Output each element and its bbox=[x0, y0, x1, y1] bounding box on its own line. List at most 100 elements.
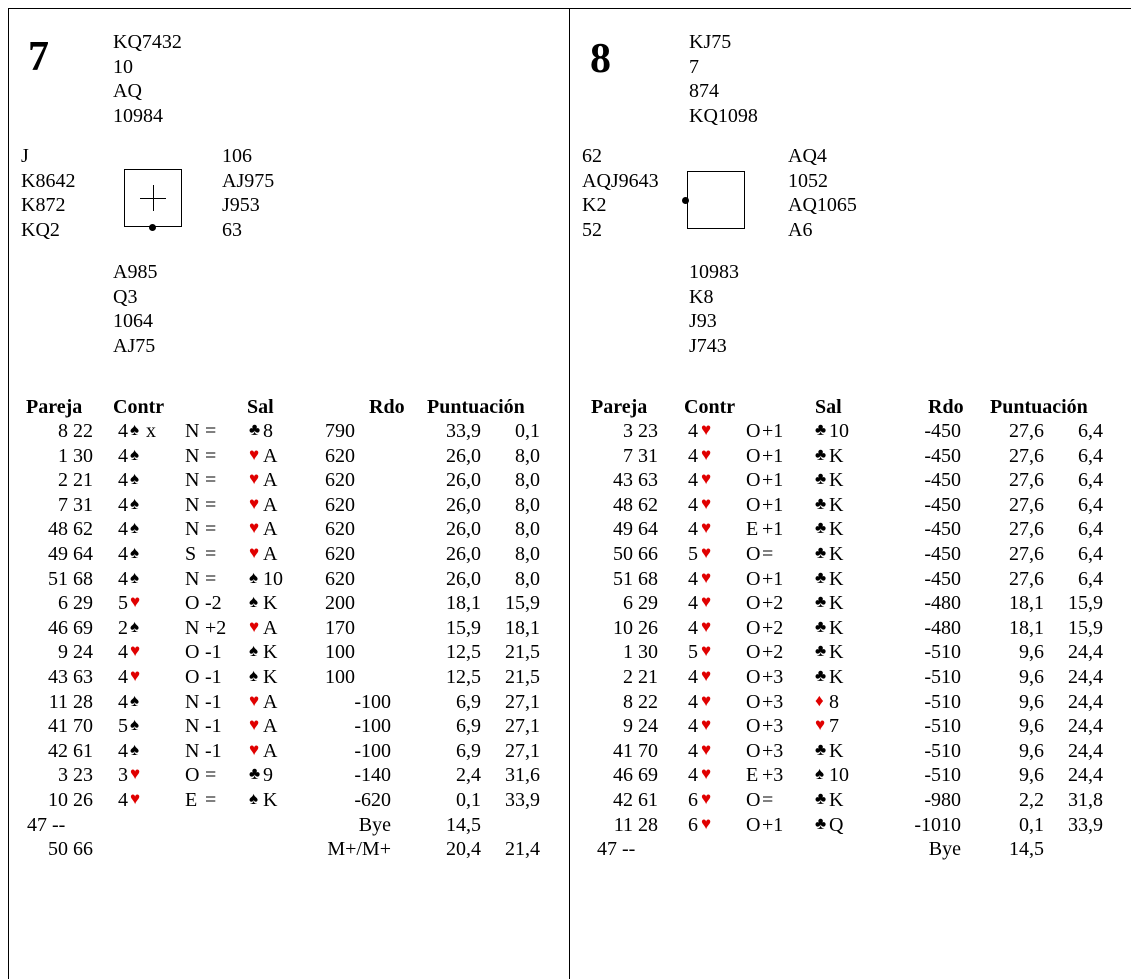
points-ns: 27,6 bbox=[1009, 420, 1044, 442]
result-tricks: = bbox=[205, 493, 217, 516]
result-tricks: -1 bbox=[205, 739, 222, 762]
contract-suit: ♥ bbox=[130, 764, 141, 784]
board-divider bbox=[569, 8, 570, 979]
pair-cell: 48 62 bbox=[613, 493, 658, 516]
lead-card: K bbox=[829, 666, 844, 688]
pair-cell: 41 70 bbox=[48, 715, 93, 738]
contract-level: 4 bbox=[118, 789, 128, 811]
board-8: 8 KJ75 7 874 KQ1098 62 AQJ9643 K2 52 AQ4… bbox=[570, 8, 1131, 979]
points-ew: 24,4 bbox=[1068, 666, 1103, 688]
lead-card: K bbox=[829, 469, 844, 492]
score-cell: -510 bbox=[924, 666, 961, 688]
score-cell: -100 bbox=[354, 715, 391, 738]
score-cell: 620 bbox=[325, 444, 355, 467]
east-spades: 106 bbox=[222, 145, 252, 167]
points-ns: 26,0 bbox=[446, 518, 481, 541]
west-hand: 62 AQJ9643 K2 52 bbox=[582, 144, 659, 242]
south-diamonds: J93 bbox=[689, 310, 717, 333]
lead-suit: ♠ bbox=[249, 567, 259, 587]
board-number: 7 bbox=[28, 34, 49, 80]
contract-level: 4 bbox=[688, 764, 698, 787]
points-ns: 12,5 bbox=[446, 666, 481, 688]
pair-cell: 41 70 bbox=[613, 739, 658, 762]
declarer: E bbox=[746, 764, 759, 787]
table-row: 2 21 4 ♥ O +3 ♣ K -510 9,6 24,4 bbox=[570, 666, 1131, 691]
pair-cell: 2 21 bbox=[623, 666, 658, 688]
score-cell: -620 bbox=[354, 789, 391, 811]
table-row: 48 62 4 ♥ O +1 ♣ K -450 27,6 6,4 bbox=[570, 494, 1131, 519]
points-ns: 15,9 bbox=[446, 616, 481, 639]
points-ns: 6,9 bbox=[456, 690, 481, 713]
declarer: O bbox=[746, 739, 761, 762]
points-ew: 6,4 bbox=[1078, 493, 1103, 516]
table-row: 8 22 4 ♠ x N = ♣ 8 790 33,9 0,1 bbox=[9, 420, 569, 445]
contract-level: 4 bbox=[688, 616, 698, 639]
contract-suit: ♥ bbox=[130, 666, 141, 685]
declarer: O bbox=[746, 715, 761, 738]
table-row: 9 24 4 ♥ O -1 ♠ K 100 12,5 21,5 bbox=[9, 641, 569, 666]
lead-card: 7 bbox=[829, 715, 839, 738]
header-sal: Sal bbox=[815, 396, 842, 418]
pair-cell: 9 24 bbox=[623, 715, 658, 738]
points-ew: 27,1 bbox=[505, 690, 540, 713]
north-diamonds: AQ bbox=[113, 80, 142, 103]
south-spades: 10983 bbox=[689, 261, 739, 283]
contract-level: 4 bbox=[118, 469, 128, 492]
result-tricks: = bbox=[762, 543, 774, 565]
lead-card: K bbox=[829, 543, 844, 565]
contract-suit: ♠ bbox=[130, 420, 140, 439]
score-cell: 790 bbox=[325, 420, 355, 442]
table-row: 7 31 4 ♥ O +1 ♣ K -450 27,6 6,4 bbox=[570, 445, 1131, 470]
lead-card: K bbox=[829, 739, 844, 762]
table-row: 46 69 2 ♠ N +2 ♥ A 170 15,9 18,1 bbox=[9, 617, 569, 642]
lead-card: K bbox=[829, 789, 844, 811]
contract-suit: ♠ bbox=[130, 543, 140, 562]
pair-cell: 1 30 bbox=[623, 641, 658, 664]
declarer: N bbox=[185, 444, 200, 467]
points-ew: 31,8 bbox=[1068, 789, 1103, 811]
points-ew: 0,1 bbox=[515, 420, 540, 442]
contract-suit: ♠ bbox=[130, 567, 140, 587]
lead-card: Q bbox=[829, 813, 844, 836]
score-cell: 620 bbox=[325, 543, 355, 565]
result-tricks: +2 bbox=[762, 616, 784, 639]
contract-level: 5 bbox=[688, 543, 698, 565]
result-tricks: +1 bbox=[762, 493, 784, 516]
points-ew: 21,5 bbox=[505, 641, 540, 664]
pair-cell: 8 22 bbox=[623, 690, 658, 713]
contract-level: 4 bbox=[118, 543, 128, 565]
pair-cell: 43 63 bbox=[613, 469, 658, 492]
contract-level: 4 bbox=[688, 739, 698, 762]
declarer: S bbox=[185, 543, 197, 565]
score-cell: -510 bbox=[924, 739, 961, 762]
table-row: 49 64 4 ♠ S = ♥ A 620 26,0 8,0 bbox=[9, 543, 569, 568]
table-row: 1 30 4 ♠ N = ♥ A 620 26,0 8,0 bbox=[9, 445, 569, 470]
table-row: 6 29 4 ♥ O +2 ♣ K -480 18,1 15,9 bbox=[570, 592, 1131, 617]
table-row: 47 -- Bye 14,5 bbox=[9, 814, 569, 839]
points-ns: 33,9 bbox=[446, 420, 481, 442]
east-hearts: 1052 bbox=[788, 169, 828, 192]
lead-suit: ♣ bbox=[815, 616, 827, 636]
pair-cell: 8 22 bbox=[58, 420, 93, 442]
points-ns: 26,0 bbox=[446, 567, 481, 590]
points-ns: 26,0 bbox=[446, 493, 481, 516]
table-row: 7 31 4 ♠ N = ♥ A 620 26,0 8,0 bbox=[9, 494, 569, 519]
declarer: N bbox=[185, 739, 200, 762]
declarer: O bbox=[746, 592, 761, 615]
lead-card: K bbox=[263, 789, 278, 811]
pair-cell: 3 23 bbox=[58, 764, 93, 787]
lead-card: A bbox=[263, 616, 278, 639]
contract-level: 4 bbox=[688, 690, 698, 713]
result-tricks: +2 bbox=[205, 616, 227, 639]
pair-cell: 10 26 bbox=[48, 789, 93, 811]
score-cell: -480 bbox=[924, 616, 961, 639]
contract-suit: ♠ bbox=[130, 616, 140, 636]
lead-suit: ♣ bbox=[815, 469, 827, 489]
contract-suit: ♠ bbox=[130, 715, 140, 735]
header-rdo: Rdo bbox=[928, 396, 964, 418]
points-ns: 9,6 bbox=[1019, 690, 1044, 713]
lead-card: A bbox=[263, 543, 278, 565]
lead-suit: ♠ bbox=[249, 789, 259, 808]
contract-suit: ♥ bbox=[130, 592, 141, 612]
points-ns: 20,4 bbox=[446, 838, 481, 861]
